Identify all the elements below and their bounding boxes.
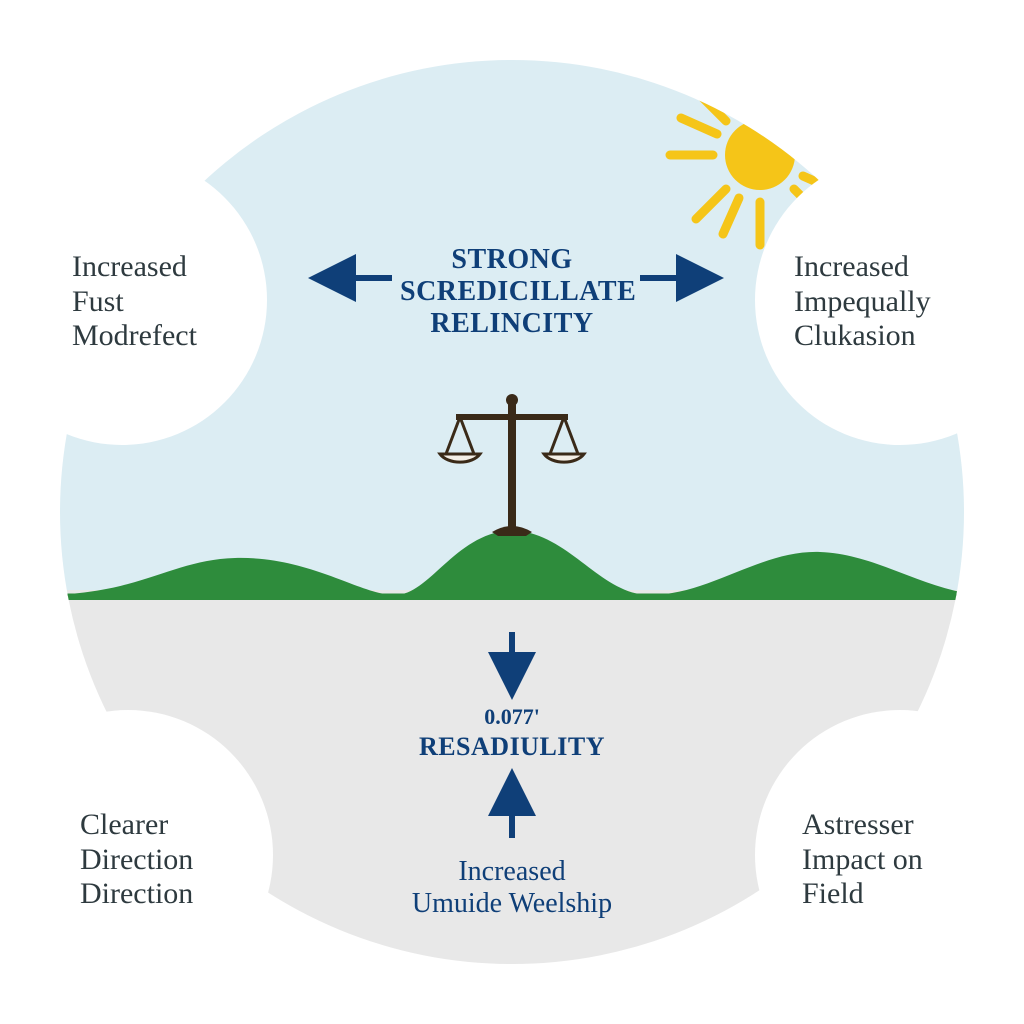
bubble-bottom-left: Clearer Direction Direction <box>80 808 193 912</box>
bubble-tr-line3: Clukasion <box>794 319 931 354</box>
bubble-bl-line3: Direction <box>80 877 193 912</box>
lower-phrase-line2: Umuide Weelship <box>362 888 662 920</box>
bubble-tr-line2: Impequally <box>794 285 931 320</box>
lower-phrase-line1: Increased <box>362 856 662 888</box>
lower-number: 0.077' <box>412 704 612 730</box>
bubble-tl-line1: Increased <box>72 250 197 285</box>
bubble-top-right: Increased Impequally Clukasion <box>794 250 931 354</box>
infographic-root: STRONG SCREDICILLATE RELINCITY Increased… <box>0 0 1024 1024</box>
bubble-bl-line1: Clearer <box>80 808 193 843</box>
center-title: STRONG SCREDICILLATE RELINCITY <box>400 244 624 340</box>
bubble-bottom-right: Astresser Impact on Field <box>802 808 923 912</box>
bubble-top-left: Increased Fust Modrefect <box>72 250 197 354</box>
lower-word: RESADIULITY <box>392 732 632 762</box>
lower-phrase: Increased Umuide Weelship <box>362 856 662 920</box>
bubble-br-line2: Impact on <box>802 843 923 878</box>
center-title-line3: RELINCITY <box>400 308 624 340</box>
bubble-tl-line3: Modrefect <box>72 319 197 354</box>
center-title-line1: STRONG <box>400 244 624 276</box>
center-title-line2: SCREDICILLATE <box>400 276 624 308</box>
bubble-tl-line2: Fust <box>72 285 197 320</box>
bubble-tr-line1: Increased <box>794 250 931 285</box>
bubble-br-line3: Field <box>802 877 923 912</box>
bubble-bl-line2: Direction <box>80 843 193 878</box>
bubble-br-line1: Astresser <box>802 808 923 843</box>
